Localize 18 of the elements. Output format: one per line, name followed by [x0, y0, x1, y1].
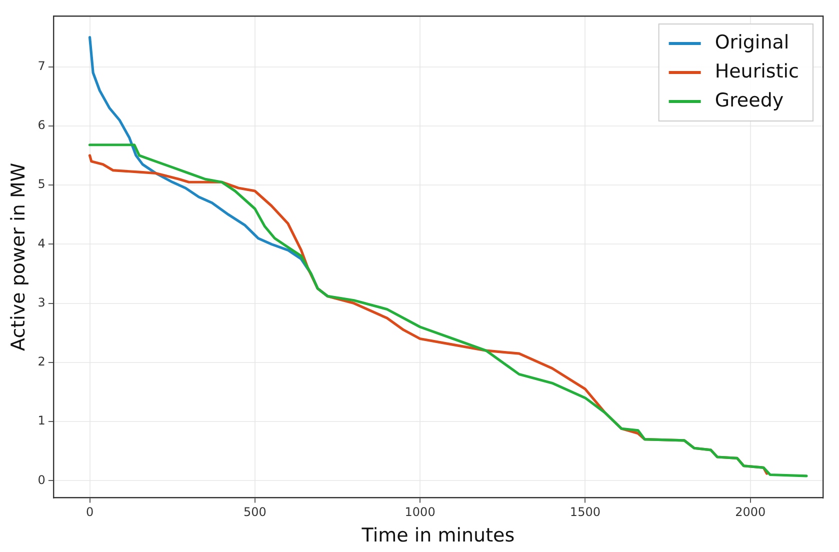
x-axis-title: Time in minutes [360, 524, 515, 547]
y-tick-label: 4 [38, 236, 46, 250]
y-tick-label: 2 [38, 354, 46, 369]
x-tick-label: 1500 [570, 505, 600, 520]
x-tick-label: 1000 [404, 505, 436, 520]
legend-label: Original [714, 31, 790, 54]
y-tick-label: 6 [38, 118, 46, 132]
x-tick-label: 500 [243, 505, 266, 520]
legend-label: Heuristic [714, 60, 800, 82]
x-tick-label: 2000 [735, 505, 766, 520]
legend-label: Greedy [714, 89, 784, 112]
y-tick-label: 7 [38, 58, 46, 73]
y-tick-label: 5 [38, 177, 46, 192]
y-axis-title: Active power in MW [7, 162, 30, 351]
y-tick-label: 1 [38, 414, 46, 428]
y-tick-label: 0 [38, 472, 46, 487]
y-tick-label: 3 [38, 295, 46, 310]
x-tick-label: 0 [86, 505, 94, 520]
